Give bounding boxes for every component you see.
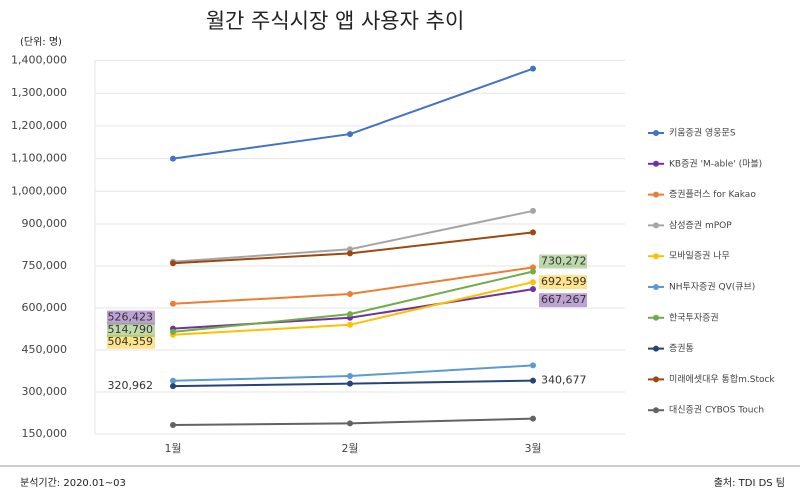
point (530, 229, 536, 236)
legend-label: 모바일증권 나무 (669, 250, 730, 262)
data-label: 320,962 (108, 379, 154, 392)
legend-label: 미래에셋대우 통합m.Stock (669, 374, 775, 385)
data-label: 526,423 (108, 311, 154, 324)
legend-marker (653, 314, 659, 321)
y-tick-label: 1,100,000 (11, 152, 67, 165)
y-tick-label: 1,300,000 (11, 86, 67, 99)
point (347, 131, 353, 138)
point (530, 264, 536, 271)
point (170, 300, 176, 307)
data-label: 340,677 (541, 374, 587, 387)
point (347, 373, 353, 380)
point (170, 377, 176, 384)
y-tick-label: 1,200,000 (11, 119, 67, 132)
label-box (107, 322, 155, 337)
y-tick-label: 1,000,000 (11, 184, 67, 197)
x-tick-label: 3월 (524, 442, 541, 455)
point (170, 328, 176, 335)
y-tick-label: 150,000 (22, 427, 68, 440)
point (530, 65, 536, 72)
label-box (107, 334, 155, 349)
x-tick-label: 2월 (341, 442, 358, 455)
y-tick-label: 900,000 (22, 217, 68, 230)
unit-label: (단위: 명) (20, 35, 62, 48)
data-label: 692,599 (541, 275, 587, 288)
y-tick-label: 600,000 (22, 301, 68, 314)
footer-right: 출처: TDI DS 팀 (714, 477, 785, 489)
point (170, 383, 176, 390)
legend-label: KB증권 'M-able' (마블) (669, 157, 762, 169)
point (530, 279, 536, 286)
legend-label: 증권플러스 for Kakao (669, 188, 756, 200)
legend-label: NH투자증권 QV(큐브) (669, 281, 755, 293)
point (347, 291, 353, 297)
data-label: 730,272 (541, 255, 587, 268)
legend-marker (653, 376, 659, 383)
legend-label: 키움증권 영웅문S (669, 127, 736, 139)
y-tick-label: 750,000 (22, 259, 68, 272)
point (347, 380, 353, 387)
label-box (539, 254, 587, 269)
point (347, 311, 353, 318)
point (347, 321, 353, 328)
legend-marker (653, 284, 659, 290)
label-box (539, 275, 587, 290)
point (170, 260, 176, 267)
point (530, 286, 536, 293)
legend-label: 대신증권 CYBOS Touch (669, 404, 764, 416)
y-tick-label: 1,400,000 (11, 54, 67, 67)
legend-label: 삼성증권 mPOP (669, 219, 732, 231)
data-label: 504,359 (108, 335, 154, 348)
point (530, 207, 536, 214)
legend-label: 한국투자증권 (669, 311, 719, 323)
label-box (107, 310, 155, 325)
legend-marker (653, 253, 659, 260)
legend-marker (653, 345, 659, 352)
legend-marker (653, 191, 659, 198)
y-tick-label: 300,000 (22, 385, 68, 398)
data-label: 514,790 (108, 323, 154, 336)
point (347, 250, 353, 257)
point (530, 377, 536, 384)
legend-marker (653, 222, 659, 229)
point (170, 155, 176, 162)
label-box (539, 293, 587, 308)
legend-label: 증권통 (669, 342, 694, 354)
point (170, 422, 176, 429)
point (530, 362, 536, 369)
legend-marker (653, 160, 659, 167)
point (530, 415, 536, 422)
data-label: 667,267 (541, 293, 587, 306)
legend-marker (653, 130, 659, 136)
legend-marker (653, 407, 659, 414)
chart-title: 월간 주식시장 앱 사용자 추이 (206, 9, 465, 33)
y-tick-label: 450,000 (22, 343, 68, 356)
point (347, 420, 353, 427)
footer-left: 분석기간: 2020.01~03 (20, 477, 126, 489)
point (347, 246, 353, 253)
point (530, 268, 536, 275)
x-tick-label: 1월 (164, 442, 181, 455)
